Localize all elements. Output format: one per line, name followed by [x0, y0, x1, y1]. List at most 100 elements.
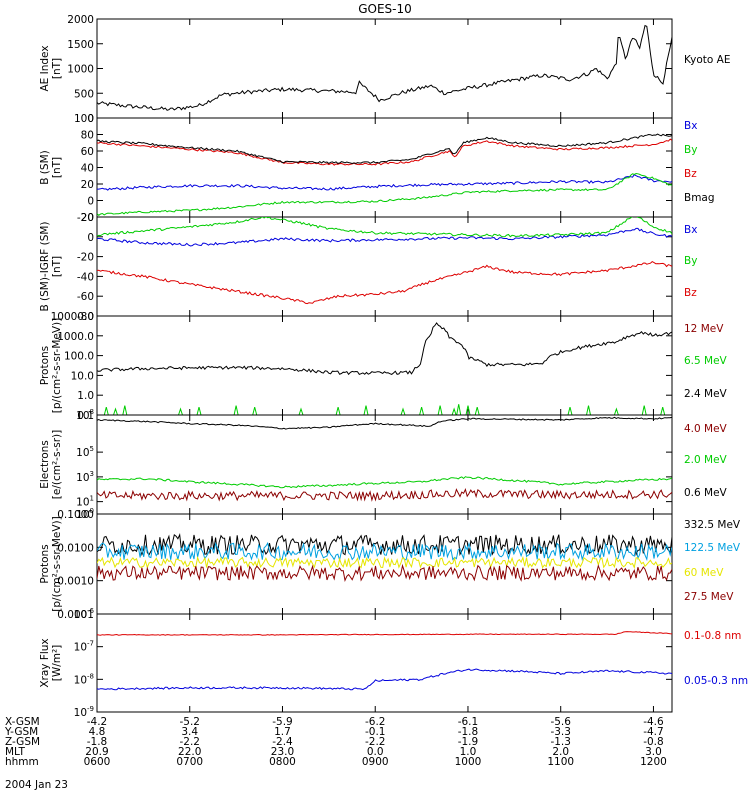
y-tick-label: 10000.0 — [51, 311, 94, 323]
panel-bigrf: -80 -60 -40 -20 0 20 B (SM)-IGRF (SM) [nT] Bx By B… — [39, 212, 697, 323]
time-axis-value: -6.2 — [365, 716, 386, 728]
legend-entry: By — [684, 144, 697, 156]
time-axis-value: 0900 — [362, 756, 389, 768]
y-axis-label: Xray Flux — [39, 638, 51, 687]
y-tick-label: 0 — [87, 113, 94, 125]
y-tick-label: -80 — [77, 311, 94, 323]
legend-entry: By — [684, 255, 697, 267]
series-line-2 — [97, 416, 672, 430]
time-axis-value: 3.0 — [645, 746, 662, 758]
panel-frame — [96, 117, 673, 218]
y-axis-label: [nT] — [51, 58, 63, 79]
time-axis-value: -4.7 — [643, 726, 664, 738]
y-tick-label: 105 — [76, 445, 94, 459]
legend-entry: 2.0 MeV — [684, 454, 728, 466]
y-tick-label: -60 — [77, 291, 94, 303]
time-axis-value: 1200 — [640, 756, 667, 768]
series-line-3 — [97, 563, 672, 582]
figure-title: GOES-10 — [358, 2, 412, 16]
y-axis-label: Protons — [39, 544, 51, 583]
time-axis-value: 1.7 — [274, 726, 291, 738]
y-tick-label: 40 — [81, 163, 94, 175]
time-axis-value: 1.0 — [460, 746, 477, 758]
legend-entry: 27.5 MeV — [684, 591, 734, 603]
y-axis-label: [nT] — [51, 157, 63, 178]
y-tick-label: 60 — [81, 146, 94, 158]
legend-entry: Bx — [684, 120, 697, 132]
time-axis-value: 0800 — [269, 756, 296, 768]
time-axis-value: -1.8 — [87, 736, 108, 748]
legend-entry: 122.5 MeV — [684, 542, 741, 554]
y-axis-label: [p/(cm²-s-sr-MeV)] — [51, 516, 63, 611]
time-axis-value: -2.4 — [272, 736, 293, 748]
series-line-1 — [97, 172, 672, 216]
series-line-3 — [97, 133, 672, 165]
legend-entry: 0.1-0.8 nm — [684, 630, 741, 642]
time-axis-value: 23.0 — [271, 746, 294, 758]
time-axis-table: X-GSMY-GSMZ-GSMMLThhmm-4.24.8-1.820.9060… — [4, 716, 667, 768]
time-axis-value: -1.3 — [550, 736, 571, 748]
legend-entry: 12 MeV — [684, 323, 724, 335]
time-axis-value: 0700 — [176, 756, 203, 768]
series-line-2 — [97, 138, 672, 166]
y-tick-label: 100.0 — [64, 351, 94, 363]
legend-entry: 2.4 MeV — [684, 388, 728, 400]
panel-protons2: 0.0001 0.0010 0.0100 0.1000 Protons [p/(cm²-s… — [39, 509, 741, 621]
y-axis-label: [e/(cm²-s-sr)] — [51, 430, 63, 499]
y-tick-label: -20 — [77, 212, 94, 224]
panel-bsm: -20 0 20 40 60 80 100 B (SM) [nT] Bx By Bz Bmag — [39, 113, 715, 224]
time-axis-value: -0.8 — [643, 736, 664, 748]
panel-frame — [96, 18, 673, 119]
time-axis-value: -5.2 — [179, 716, 200, 728]
series-line-0 — [97, 24, 672, 111]
time-axis-value: 3.4 — [181, 726, 198, 738]
panel-protons1: 0.1 1.0 10.0 100.0 1000.0 10000.0 Protons [p/(c… — [39, 311, 728, 422]
series-line-1 — [97, 541, 672, 562]
y-tick-label: 80 — [81, 130, 94, 142]
time-axis-value: -1.9 — [458, 736, 479, 748]
time-axis-value: -0.1 — [365, 726, 386, 738]
series-line-0 — [97, 227, 672, 247]
panel-ae: 0 500 1000 1500 2000 AE Index [nT] Kyoto AE — [39, 14, 730, 125]
time-axis-value: -5.9 — [272, 716, 293, 728]
y-tick-label: 0.1000 — [57, 509, 94, 521]
y-tick-label: 10-8 — [74, 672, 94, 686]
y-tick-label: 100 — [74, 113, 94, 125]
time-row-label: Z-GSM — [5, 736, 40, 748]
y-tick-label: 1500 — [67, 39, 94, 51]
legend-entry: 0.6 MeV — [684, 487, 728, 499]
series-line-0 — [97, 532, 672, 557]
time-axis-value: -2.2 — [179, 736, 200, 748]
time-row-label: Y-GSM — [4, 726, 38, 738]
legend-entry: Bz — [684, 287, 697, 299]
series-line-1 — [103, 404, 666, 415]
date-label: 2004 Jan 23 — [5, 779, 68, 791]
series-line-2 — [97, 260, 672, 305]
time-axis-value: -4.6 — [643, 716, 664, 728]
time-axis-value: 4.8 — [89, 726, 106, 738]
panel-frame — [96, 315, 673, 416]
y-axis-label: Protons — [39, 346, 51, 385]
y-tick-label: 0.0010 — [57, 576, 94, 588]
series-line-2 — [97, 322, 672, 376]
y-tick-label: 103 — [76, 470, 94, 484]
panel-frame — [96, 613, 673, 713]
time-axis-value: 1000 — [455, 756, 482, 768]
time-axis-value: -5.6 — [550, 716, 571, 728]
y-tick-label: 2000 — [67, 14, 94, 26]
legend-entry: Bz — [684, 168, 697, 180]
legend-entry: 60 MeV — [684, 567, 724, 579]
series-line-2 — [97, 555, 672, 570]
time-axis-value: -3.3 — [550, 726, 571, 738]
legend-entry: Bmag — [684, 192, 715, 204]
y-tick-label: 20 — [81, 179, 94, 191]
time-axis-value: -1.8 — [458, 726, 479, 738]
series-line-0 — [97, 631, 672, 636]
y-tick-label: -40 — [77, 271, 94, 283]
y-tick-label: 10-7 — [74, 640, 94, 654]
legend-entry: 4.0 MeV — [684, 423, 728, 435]
y-tick-label: 1.0 — [77, 390, 94, 402]
y-tick-label: 1000 — [67, 64, 94, 76]
